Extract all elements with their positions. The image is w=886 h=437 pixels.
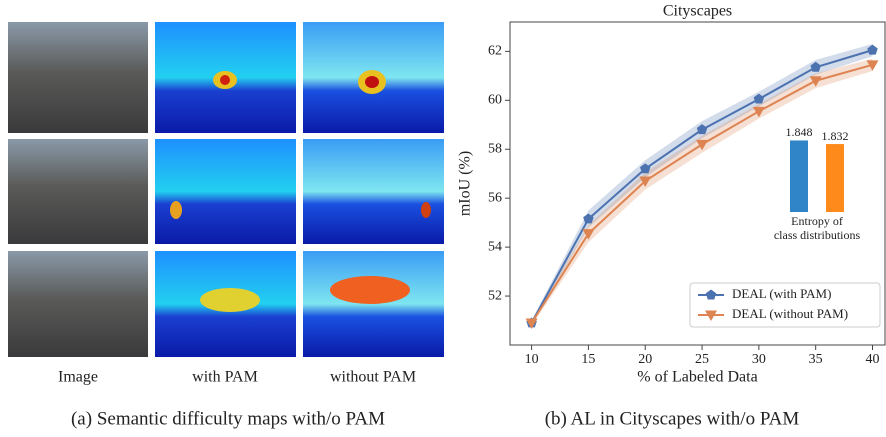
x-tick-label: 30 [752, 352, 766, 367]
legend-label: DEAL (without PAM) [732, 306, 848, 321]
caption: (a) Semantic difficulty maps with/o PAM [71, 408, 385, 429]
inset-bar [826, 144, 844, 212]
marker [753, 93, 765, 104]
hot-spot [330, 276, 410, 304]
marker [809, 76, 822, 87]
x-tick-label: 35 [809, 352, 823, 367]
hot-spot [200, 288, 260, 312]
inset-label-line: class distributions [774, 228, 861, 242]
heatmap [303, 251, 444, 357]
hot-spot [365, 76, 379, 88]
marker [696, 139, 709, 151]
x-tick-label: 25 [695, 352, 709, 367]
inset-label-line: Entropy of [791, 214, 843, 228]
y-tick-label: 56 [488, 190, 502, 205]
x-tick-label: 15 [581, 352, 595, 367]
photo [8, 139, 148, 244]
y-tick-label: 52 [488, 288, 502, 303]
inset-value-label: 1.848 [786, 125, 813, 139]
marker [582, 229, 595, 240]
legend [689, 282, 881, 328]
column-label: without PAM [330, 369, 416, 386]
marker [866, 60, 879, 71]
y-axis-label: mIoU (%) [457, 151, 474, 216]
y-tick-label: 60 [488, 93, 502, 108]
legend-label: DEAL (with PAM) [732, 286, 831, 301]
marker [525, 318, 538, 329]
x-tick-label: 20 [638, 352, 652, 367]
y-tick-label: 62 [488, 44, 502, 59]
inset-value-label: 1.832 [822, 129, 849, 143]
photo [8, 251, 148, 357]
marker [583, 213, 594, 224]
marker [639, 163, 651, 174]
y-tick-label: 58 [488, 141, 502, 156]
marker [810, 61, 821, 72]
heatmap [303, 139, 444, 244]
marker [639, 176, 652, 188]
line-chart: Cityscapes % of Labeled Data mIoU (%) 52 54 5… [457, 3, 886, 386]
marker [752, 106, 765, 118]
x-axis-label: % of Labeled Data [637, 369, 757, 386]
inset-bar [790, 140, 808, 212]
photo [8, 22, 148, 133]
y-tick-label: 54 [488, 239, 502, 254]
inset-label: Entropy of class distributions [774, 214, 861, 242]
hot-spot [170, 201, 182, 219]
marker [867, 44, 878, 55]
marker [705, 310, 717, 321]
x-tick-label: 40 [866, 352, 880, 367]
hot-spot [220, 75, 230, 85]
chart-title: Cityscapes [663, 3, 732, 20]
marker [705, 289, 717, 300]
column-label: with PAM [192, 369, 258, 386]
caption: (b) AL in Cityscapes with/o PAM [545, 408, 800, 429]
column-label: Image [58, 369, 98, 386]
heatmap [155, 139, 296, 244]
plot-area [509, 21, 886, 346]
image-grid: Image with PAM without PAM (a) Semantic … [8, 22, 444, 429]
series-line [530, 49, 873, 324]
marker [696, 124, 708, 135]
x-tick-label: 10 [525, 352, 539, 367]
hot-spot [421, 202, 431, 218]
